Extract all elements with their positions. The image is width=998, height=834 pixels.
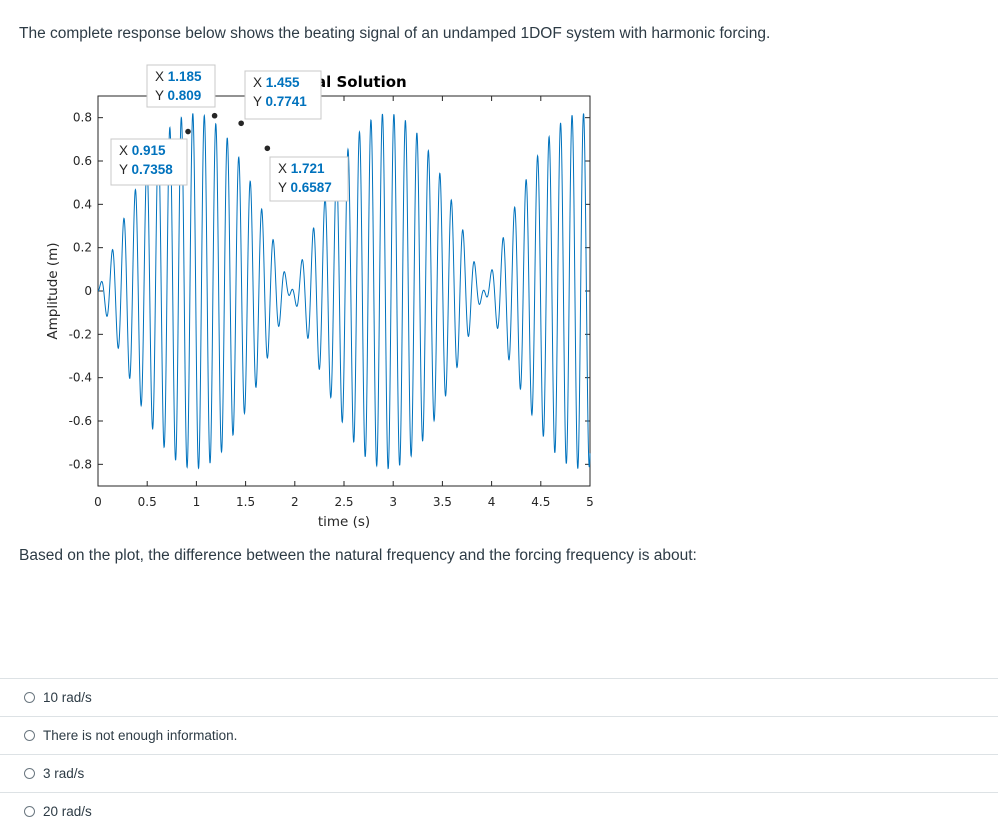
radio-button[interactable] [24, 729, 35, 741]
x-tick-label: 2.5 [334, 495, 353, 509]
datatip-y-label: Y [119, 162, 132, 177]
answer-option-2[interactable]: There is not enough information. [0, 716, 998, 753]
datatip-y: Y 0.7741 [253, 94, 307, 109]
beating-signal-plot: 0 0.5 1 1.5 2 2.5 3 3.5 4 4.5 5 0.8 0.6 0.4 0.2 0 -0.2 -… [45, 64, 594, 530]
datatip-box [269, 156, 349, 202]
y-tick-label: -0.6 [69, 414, 92, 428]
radio-button[interactable] [24, 805, 35, 817]
datatip-x-value: 1.721 [291, 161, 325, 176]
plot-title: al Solution [316, 73, 407, 91]
x-tick-label: 2 [291, 495, 299, 509]
datatip-x: X 1.721 [278, 161, 325, 176]
datatip-y-label: Y [253, 94, 266, 109]
answer-label: 3 rad/s [43, 765, 85, 781]
y-tick-label: 0.6 [73, 154, 92, 168]
datatip-y-value: 0.809 [168, 88, 202, 103]
question-prompt: Based on the plot, the difference betwee… [19, 547, 697, 564]
answer-label: There is not enough information. [43, 727, 238, 743]
answer-option-4[interactable]: 20 rad/s [0, 792, 998, 829]
datatip-box [244, 70, 322, 120]
y-tick-label: 0.4 [73, 197, 92, 211]
datatip-x-value: 1.455 [266, 75, 300, 90]
y-tick-label: -0.4 [69, 371, 92, 385]
datatip-marker[interactable] [238, 120, 244, 127]
x-tick-label: 3 [389, 495, 397, 509]
answer-label: 20 rad/s [43, 803, 92, 819]
datatip-x: X 0.915 [119, 143, 166, 158]
datatip-x-label: X [119, 143, 132, 158]
x-tick-labels: 0 0.5 1 1.5 2 2.5 3 3.5 4 4.5 5 [94, 495, 594, 509]
y-tick-label: 0.8 [73, 111, 92, 125]
datatip-x-label: X [155, 69, 168, 84]
x-tick-label: 1 [193, 495, 201, 509]
y-axis-label: Amplitude (m) [45, 242, 61, 339]
y-tick-labels: 0.8 0.6 0.4 0.2 0 -0.2 -0.4 -0.6 -0.8 [69, 111, 92, 472]
x-axis-label: time (s) [318, 514, 370, 530]
datatip-y: Y 0.6587 [278, 180, 332, 195]
datatip-y-label: Y [155, 88, 168, 103]
x-tick-label: 4.5 [531, 495, 550, 509]
answer-option-1[interactable]: 10 rad/s [0, 678, 998, 715]
datatip-x: X 1.455 [253, 75, 300, 90]
y-tick-label: 0.2 [73, 241, 92, 255]
datatip-marker[interactable] [211, 112, 218, 119]
datatip-y-label: Y [278, 180, 291, 195]
datatip-x-label: X [253, 75, 266, 90]
question-intro: The complete response below shows the be… [19, 25, 771, 42]
datatip-x: X 1.185 [155, 69, 202, 84]
x-tick-label: 0 [94, 495, 102, 509]
datatip-y: Y 0.7358 [119, 162, 173, 177]
y-tick-label: 0 [84, 284, 92, 298]
answer-label: 10 rad/s [43, 689, 92, 705]
datatip-box [146, 64, 216, 108]
datatip-y: Y 0.809 [155, 88, 201, 103]
x-tick-label: 3.5 [433, 495, 452, 509]
datatip-y-value: 0.7741 [266, 94, 308, 109]
x-tick-label: 0.5 [138, 495, 157, 509]
datatip-y-value: 0.7358 [132, 162, 174, 177]
datatip-marker[interactable] [264, 145, 271, 152]
datatip-markers [185, 112, 271, 152]
datatip-y-value: 0.6587 [291, 180, 332, 195]
y-tick-label: -0.2 [69, 327, 92, 341]
x-tick-label: 1.5 [236, 495, 255, 509]
answer-list: 10 rad/s There is not enough information… [0, 678, 998, 830]
radio-button[interactable] [24, 691, 35, 703]
datatip-marker[interactable] [185, 128, 191, 135]
y-tick-label: -0.8 [69, 457, 92, 471]
x-tick-label: 5 [586, 495, 594, 509]
datatip-box [110, 138, 188, 186]
datatip-x-value: 1.185 [168, 69, 202, 84]
answer-option-3[interactable]: 3 rad/s [0, 754, 998, 791]
x-tick-label: 4 [488, 495, 496, 509]
datatip-x-label: X [278, 161, 291, 176]
radio-button[interactable] [24, 767, 35, 779]
datatip-x-value: 0.915 [132, 143, 166, 158]
